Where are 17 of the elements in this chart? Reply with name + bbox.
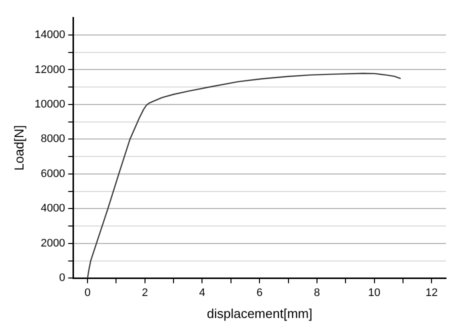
x-tick-label: 6	[256, 286, 263, 299]
y-tick-label: 10000	[34, 98, 66, 110]
y-axis-title: Load[N]	[11, 125, 26, 171]
x-axis-title: displacement[mm]	[206, 306, 312, 321]
x-tick-label: 4	[199, 286, 206, 299]
y-tick-label: 6000	[40, 168, 66, 180]
y-tick-label: 14000	[34, 29, 66, 42]
y-tick-label: 2000	[40, 237, 66, 250]
x-tick-label: 10	[368, 286, 380, 299]
y-tick-label: 4000	[40, 202, 66, 215]
x-tick-label: 0	[84, 286, 91, 299]
y-tick-label: 0	[59, 272, 66, 284]
x-tick-label: 2	[142, 286, 148, 299]
x-tick-label: 8	[314, 286, 320, 299]
y-tick-label: 8000	[40, 133, 66, 146]
y-tick-label: 12000	[34, 64, 66, 76]
x-tick-label: 12	[426, 286, 438, 299]
